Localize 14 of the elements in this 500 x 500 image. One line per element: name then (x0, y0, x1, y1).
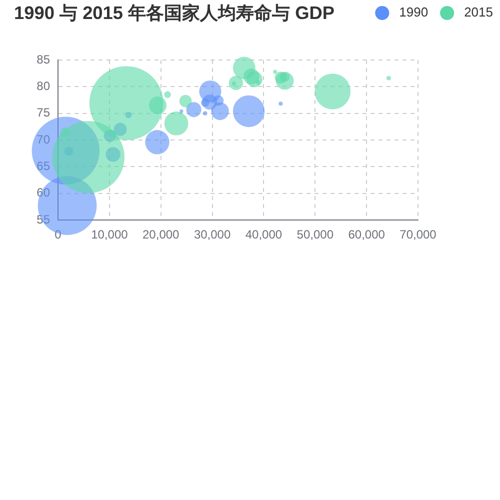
x-tick-label: 60,000 (348, 228, 386, 242)
x-tick-label: 40,000 (245, 228, 282, 242)
y-tick-label: 75 (36, 106, 50, 120)
y-tick-label: 70 (36, 132, 50, 146)
y-tick-label: 65 (36, 158, 50, 173)
legend-label: 2015 (464, 4, 493, 20)
y-tick-label: 85 (36, 52, 50, 66)
x-tick-label: 30,000 (194, 228, 231, 242)
x-tick-label: 20,000 (142, 228, 180, 242)
x-tick-label: 70,000 (400, 228, 437, 242)
x-tick-label: 10,000 (91, 228, 128, 242)
chart-title: 1990 与 2015 年各国家人均寿命与 GDP (14, 3, 335, 24)
x-tick-label: 50,000 (296, 228, 334, 242)
y-tick-label: 80 (36, 78, 50, 93)
